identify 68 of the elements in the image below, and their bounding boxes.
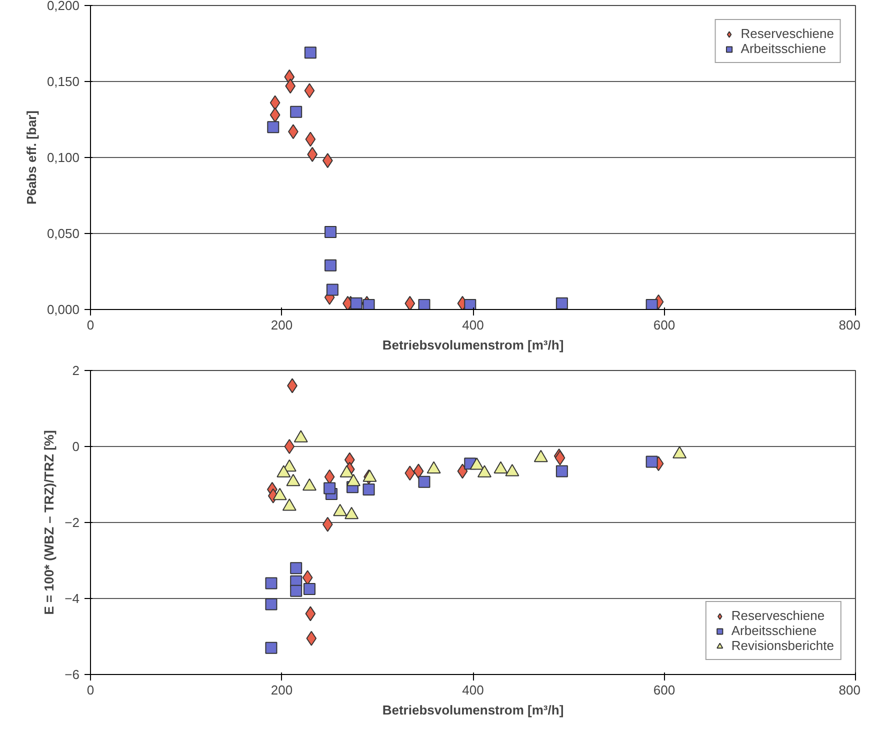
y-tick-label: 0,100 bbox=[46, 150, 80, 165]
point bbox=[350, 297, 362, 310]
point bbox=[418, 476, 430, 488]
point bbox=[324, 482, 336, 494]
point bbox=[265, 642, 278, 654]
point bbox=[290, 106, 302, 118]
point bbox=[304, 83, 315, 98]
point bbox=[404, 466, 416, 481]
point bbox=[324, 259, 337, 272]
legend-label: Arbeitsschiene bbox=[731, 623, 817, 638]
x-tick-label: 800 bbox=[838, 318, 861, 332]
y-tick-label: −6 bbox=[64, 667, 80, 682]
point bbox=[290, 562, 302, 574]
point bbox=[307, 146, 318, 162]
point bbox=[556, 465, 568, 478]
legend-label: Arbeitsschiene bbox=[740, 41, 826, 56]
y-tick-label: −2 bbox=[64, 515, 80, 530]
point bbox=[464, 298, 476, 310]
legend-label: Reserveschiene bbox=[731, 608, 825, 623]
y-tick-label: 0,050 bbox=[46, 226, 80, 241]
x-tick-label: 200 bbox=[270, 318, 293, 332]
point bbox=[556, 297, 568, 310]
x-tick-label: 0 bbox=[86, 318, 94, 332]
x-tick-label: 600 bbox=[653, 682, 676, 698]
y-tick-label: −4 bbox=[64, 591, 80, 606]
point bbox=[418, 298, 430, 310]
y-tick-label: 0 bbox=[72, 439, 80, 454]
x-tick-label: 800 bbox=[838, 682, 861, 698]
x-tick-label: 400 bbox=[462, 682, 484, 698]
point bbox=[404, 296, 416, 310]
x-tick-label: 0 bbox=[86, 682, 94, 698]
point bbox=[284, 439, 295, 454]
point bbox=[457, 464, 468, 479]
point bbox=[303, 583, 316, 595]
y-axis-title: P6abs eff. [bar] bbox=[24, 110, 39, 204]
y-tick-label: 0,000 bbox=[46, 302, 80, 317]
point bbox=[305, 132, 316, 147]
point bbox=[270, 95, 280, 110]
point bbox=[326, 284, 338, 296]
x-axis-title: Betriebsvolumenstrom [m³/h] bbox=[382, 702, 564, 718]
legend-label: Revisionsberichte bbox=[731, 638, 834, 653]
x-tick-label: 600 bbox=[653, 318, 676, 332]
y-axis-title: E = 100* (WBZ – TRZ)/TRZ [%] bbox=[42, 430, 57, 615]
point bbox=[306, 630, 317, 646]
point bbox=[304, 46, 316, 59]
point bbox=[305, 606, 316, 622]
point bbox=[267, 121, 280, 134]
point bbox=[290, 584, 302, 597]
point bbox=[362, 483, 375, 496]
point bbox=[270, 107, 280, 122]
point bbox=[265, 598, 278, 610]
y-tick-label: 2 bbox=[72, 363, 80, 378]
point bbox=[413, 464, 424, 479]
point bbox=[324, 469, 335, 484]
point bbox=[265, 577, 278, 590]
x-axis-title: Betriebsvolumenstrom [m³/h] bbox=[382, 338, 564, 352]
x-tick-label: 200 bbox=[270, 682, 293, 698]
point bbox=[322, 153, 333, 168]
point bbox=[324, 226, 337, 238]
point bbox=[322, 516, 333, 532]
point bbox=[362, 298, 375, 310]
legend-label: Reserveschiene bbox=[740, 26, 834, 41]
point bbox=[646, 298, 658, 310]
y-tick-label: 0,200 bbox=[46, 0, 80, 13]
x-tick-label: 400 bbox=[462, 318, 484, 332]
point bbox=[285, 78, 296, 94]
point bbox=[646, 456, 658, 468]
y-tick-label: 0,150 bbox=[46, 74, 80, 89]
